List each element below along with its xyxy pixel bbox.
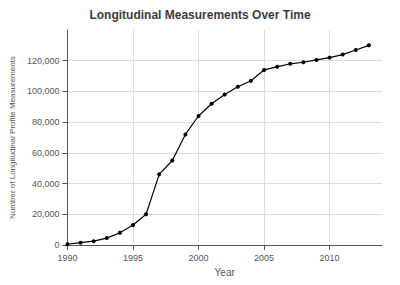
svg-text:Number of Longitudinal Profile: Number of Longitudinal Profile Measureme… xyxy=(8,56,17,219)
svg-text:2010: 2010 xyxy=(320,253,340,263)
svg-text:1990: 1990 xyxy=(57,253,77,263)
svg-text:120,000: 120,000 xyxy=(27,56,60,66)
svg-text:Year: Year xyxy=(215,267,236,278)
svg-text:2005: 2005 xyxy=(254,253,274,263)
svg-text:60,000: 60,000 xyxy=(32,148,60,158)
svg-text:100,000: 100,000 xyxy=(27,86,60,96)
svg-text:Longitudinal Measurements Over: Longitudinal Measurements Over Time xyxy=(89,8,310,22)
svg-text:0: 0 xyxy=(54,240,59,250)
svg-text:20,000: 20,000 xyxy=(32,209,60,219)
svg-text:1995: 1995 xyxy=(123,253,143,263)
svg-text:2000: 2000 xyxy=(188,253,208,263)
svg-text:80,000: 80,000 xyxy=(32,117,60,127)
svg-text:40,000: 40,000 xyxy=(32,179,60,189)
